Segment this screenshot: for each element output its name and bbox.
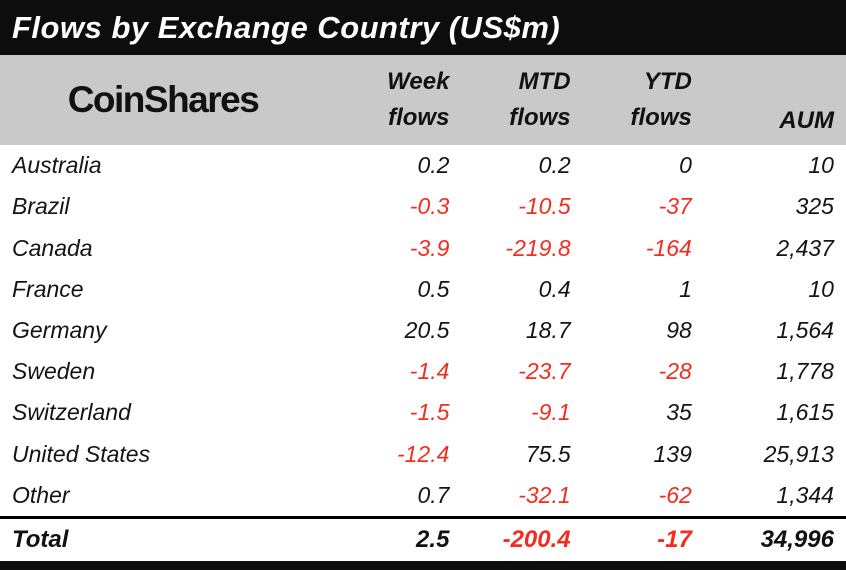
ytd-flows-cell: 139: [653, 440, 692, 467]
mtd-flows-cell: 0.2: [538, 152, 571, 179]
table-row: Other 0.7 -32.1 -62 1,344: [0, 475, 846, 516]
aum-cell: 1,344: [776, 481, 834, 508]
column-header-ytd-flows: YTD flows: [573, 55, 694, 145]
table-header-row: CoinShares Week flows MTD flows YTD flow…: [0, 55, 846, 145]
ytd-flows-cell: 35: [666, 399, 692, 426]
aum-cell: 10: [808, 275, 834, 302]
country-cell: United States: [12, 440, 151, 467]
column-header-line: flows: [630, 103, 692, 131]
week-flows-cell: -1.5: [409, 399, 450, 426]
week-flows-cell: -0.3: [409, 193, 450, 220]
mtd-flows-cell: 75.5: [525, 440, 571, 467]
country-cell: Switzerland: [12, 399, 131, 426]
aum-cell: 1,564: [776, 316, 834, 343]
column-header-line: flows: [388, 103, 450, 131]
total-aum: 34,996: [760, 526, 834, 553]
week-flows-cell: 0.7: [417, 481, 450, 508]
total-week-flows: 2.5: [416, 526, 450, 553]
table-row: United States -12.4 75.5 139 25,913: [0, 434, 846, 475]
column-header-line: Week: [387, 68, 450, 96]
table-row: Sweden -1.4 -23.7 -28 1,778: [0, 351, 846, 392]
mtd-flows-cell: -9.1: [531, 399, 571, 426]
ytd-flows-cell: -62: [658, 481, 692, 508]
table-row: Australia 0.2 0.2 0 10: [0, 145, 846, 186]
country-cell: Brazil: [12, 193, 70, 220]
country-cell: Australia: [12, 152, 102, 179]
ytd-flows-cell: -28: [658, 358, 692, 385]
week-flows-cell: 0.5: [417, 275, 450, 302]
table-row: Germany 20.5 18.7 98 1,564: [0, 310, 846, 351]
ytd-flows-cell: -164: [645, 234, 692, 261]
page-title: Flows by Exchange Country (US$m): [12, 9, 561, 45]
mtd-flows-cell: -23.7: [518, 358, 571, 385]
column-header-line: YTD: [643, 68, 692, 96]
table-row: Switzerland -1.5 -9.1 35 1,615: [0, 392, 846, 433]
ytd-flows-cell: 98: [666, 316, 692, 343]
week-flows-cell: 0.2: [417, 152, 450, 179]
aum-cell: 325: [795, 193, 834, 220]
ytd-flows-cell: -37: [658, 193, 692, 220]
column-header-line: MTD: [518, 68, 571, 96]
country-cell: Sweden: [12, 358, 96, 385]
aum-cell: 2,437: [776, 234, 834, 261]
logo-cell: CoinShares: [0, 55, 326, 145]
mtd-flows-cell: -10.5: [518, 193, 571, 220]
table-row: Brazil -0.3 -10.5 -37 325: [0, 186, 846, 227]
title-bar: Flows by Exchange Country (US$m): [0, 0, 846, 55]
column-header-aum: AUM: [694, 55, 836, 145]
column-header-mtd-flows: MTD flows: [451, 55, 572, 145]
column-header-line: flows: [509, 103, 571, 131]
ytd-flows-cell: 0: [679, 152, 692, 179]
mtd-flows-cell: 18.7: [525, 316, 571, 343]
column-header-week-flows: Week flows: [326, 55, 451, 145]
week-flows-cell: -3.9: [409, 234, 450, 261]
country-cell: Canada: [12, 234, 93, 261]
mtd-flows-cell: 0.4: [538, 275, 571, 302]
aum-cell: 1,615: [776, 399, 834, 426]
bottom-rule: [0, 561, 846, 570]
aum-cell: 10: [808, 152, 834, 179]
week-flows-cell: -1.4: [409, 358, 450, 385]
total-mtd-flows: -200.4: [502, 526, 571, 553]
table-row: France 0.5 0.4 1 10: [0, 269, 846, 310]
total-ytd-flows: -17: [657, 526, 692, 553]
aum-cell: 25,913: [763, 440, 834, 467]
table-total-row: Total 2.5 -200.4 -17 34,996: [0, 516, 846, 561]
week-flows-cell: 20.5: [404, 316, 450, 343]
country-cell: Other: [12, 481, 70, 508]
mtd-flows-cell: -32.1: [518, 481, 571, 508]
country-cell: Germany: [12, 316, 107, 343]
total-label: Total: [12, 526, 69, 553]
table-body: Australia 0.2 0.2 0 10 Brazil -0.3 -10.5…: [0, 145, 846, 516]
week-flows-cell: -12.4: [396, 440, 450, 467]
ytd-flows-cell: 1: [679, 275, 692, 302]
aum-cell: 1,778: [776, 358, 834, 385]
coinshares-logo: CoinShares: [67, 79, 260, 120]
table-row: Canada -3.9 -219.8 -164 2,437: [0, 227, 846, 268]
mtd-flows-cell: -219.8: [505, 234, 571, 261]
column-header-line: AUM: [779, 107, 834, 134]
country-cell: France: [12, 275, 84, 302]
